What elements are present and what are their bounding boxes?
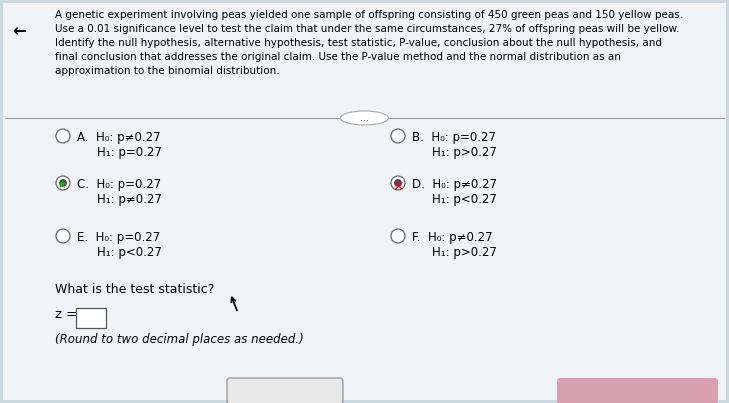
- Text: H₁: p>0.27: H₁: p>0.27: [432, 246, 497, 259]
- Circle shape: [56, 229, 70, 243]
- FancyBboxPatch shape: [227, 378, 343, 403]
- FancyBboxPatch shape: [557, 378, 718, 403]
- Text: H₁: p<0.27: H₁: p<0.27: [432, 193, 497, 206]
- Text: H₁: p=0.27: H₁: p=0.27: [97, 146, 162, 159]
- Text: F.  H₀: p≠0.27: F. H₀: p≠0.27: [412, 231, 493, 244]
- FancyBboxPatch shape: [76, 308, 106, 328]
- FancyBboxPatch shape: [3, 3, 726, 400]
- Circle shape: [56, 176, 70, 190]
- Ellipse shape: [340, 111, 389, 125]
- Circle shape: [391, 229, 405, 243]
- Circle shape: [394, 179, 402, 187]
- Text: (Round to two decimal places as needed.): (Round to two decimal places as needed.): [55, 333, 304, 346]
- Text: ...: ...: [360, 113, 369, 123]
- Text: ←: ←: [12, 22, 26, 40]
- Circle shape: [56, 129, 70, 143]
- Circle shape: [391, 176, 405, 190]
- Circle shape: [391, 129, 405, 143]
- Text: What is the test statistic?: What is the test statistic?: [55, 283, 214, 296]
- Text: A genetic experiment involving peas yielded one sample of offspring consisting o: A genetic experiment involving peas yiel…: [55, 10, 683, 76]
- Text: B.  H₀: p=0.27: B. H₀: p=0.27: [412, 131, 496, 144]
- Text: H₁: p<0.27: H₁: p<0.27: [97, 246, 162, 259]
- Text: E.  H₀: p=0.27: E. H₀: p=0.27: [77, 231, 160, 244]
- Text: z =: z =: [55, 308, 77, 321]
- Text: ★: ★: [56, 178, 66, 191]
- Text: D.  H₀: p≠0.27: D. H₀: p≠0.27: [412, 178, 497, 191]
- Text: H₁: p>0.27: H₁: p>0.27: [432, 146, 497, 159]
- Text: A.  H₀: p≠0.27: A. H₀: p≠0.27: [77, 131, 160, 144]
- Text: ✕: ✕: [392, 180, 404, 194]
- Text: H₁: p≠0.27: H₁: p≠0.27: [97, 193, 162, 206]
- Circle shape: [59, 179, 67, 187]
- Text: C.  H₀: p=0.27: C. H₀: p=0.27: [77, 178, 161, 191]
